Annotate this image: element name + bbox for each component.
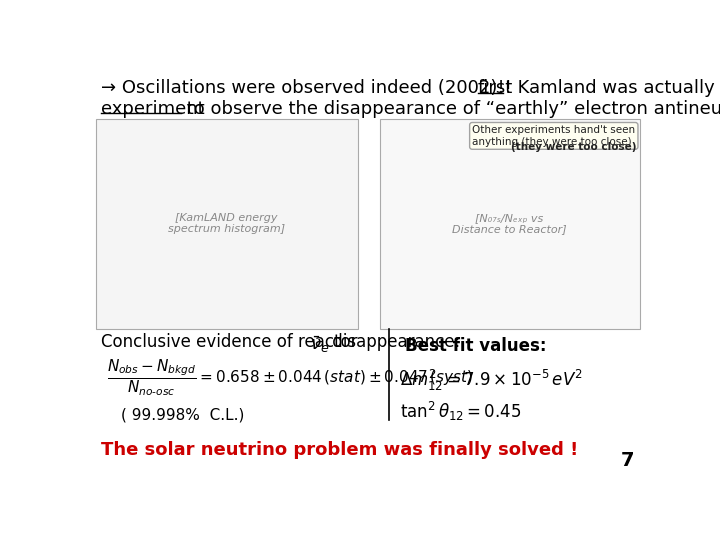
- Text: to observe the disappearance of “earthly” electron antineutrinos: to observe the disappearance of “earthly…: [181, 100, 720, 118]
- Text: [KamLAND energy
spectrum histogram]: [KamLAND energy spectrum histogram]: [168, 213, 285, 234]
- Text: $\dfrac{N_{obs}-N_{bkgd}}{N_{no\text{-}osc}} = 0.658\pm0.044\,(stat)\pm0.047\,(s: $\dfrac{N_{obs}-N_{bkgd}}{N_{no\text{-}o…: [107, 358, 473, 398]
- Text: Conclusive evidence of reactor: Conclusive evidence of reactor: [101, 333, 363, 351]
- Text: The solar neutrino problem was finally solved !: The solar neutrino problem was finally s…: [101, 441, 578, 459]
- Text: disappearance:: disappearance:: [327, 333, 460, 351]
- Text: $\Delta m^2_{12} = 7.9\times10^{-5}\,eV^2$: $\Delta m^2_{12} = 7.9\times10^{-5}\,eV^…: [400, 368, 582, 394]
- Text: [N₀₇ₛ/Nₑₓₚ vs
Distance to Reactor]: [N₀₇ₛ/Nₑₓₚ vs Distance to Reactor]: [452, 213, 567, 234]
- Text: → Oscillations were observed indeed (2002)!! Kamland was actually the: → Oscillations were observed indeed (200…: [101, 79, 720, 97]
- Text: Best fit values:: Best fit values:: [405, 337, 546, 355]
- Text: experiment: experiment: [101, 100, 204, 118]
- Text: $\bar{\nu}_{e}$: $\bar{\nu}_{e}$: [310, 334, 330, 355]
- Text: $\tan^2\theta_{12} = 0.45$: $\tan^2\theta_{12} = 0.45$: [400, 400, 521, 423]
- Text: Other experiments hand't seen
anything (they were too close): Other experiments hand't seen anything (…: [472, 125, 635, 147]
- Text: ( 99.998%  C.L.): ( 99.998% C.L.): [121, 408, 244, 423]
- Bar: [380, 119, 639, 329]
- Text: first: first: [478, 79, 513, 97]
- Bar: [96, 119, 358, 329]
- Text: (they were too close): (they were too close): [511, 141, 636, 152]
- Text: 7: 7: [621, 451, 634, 470]
